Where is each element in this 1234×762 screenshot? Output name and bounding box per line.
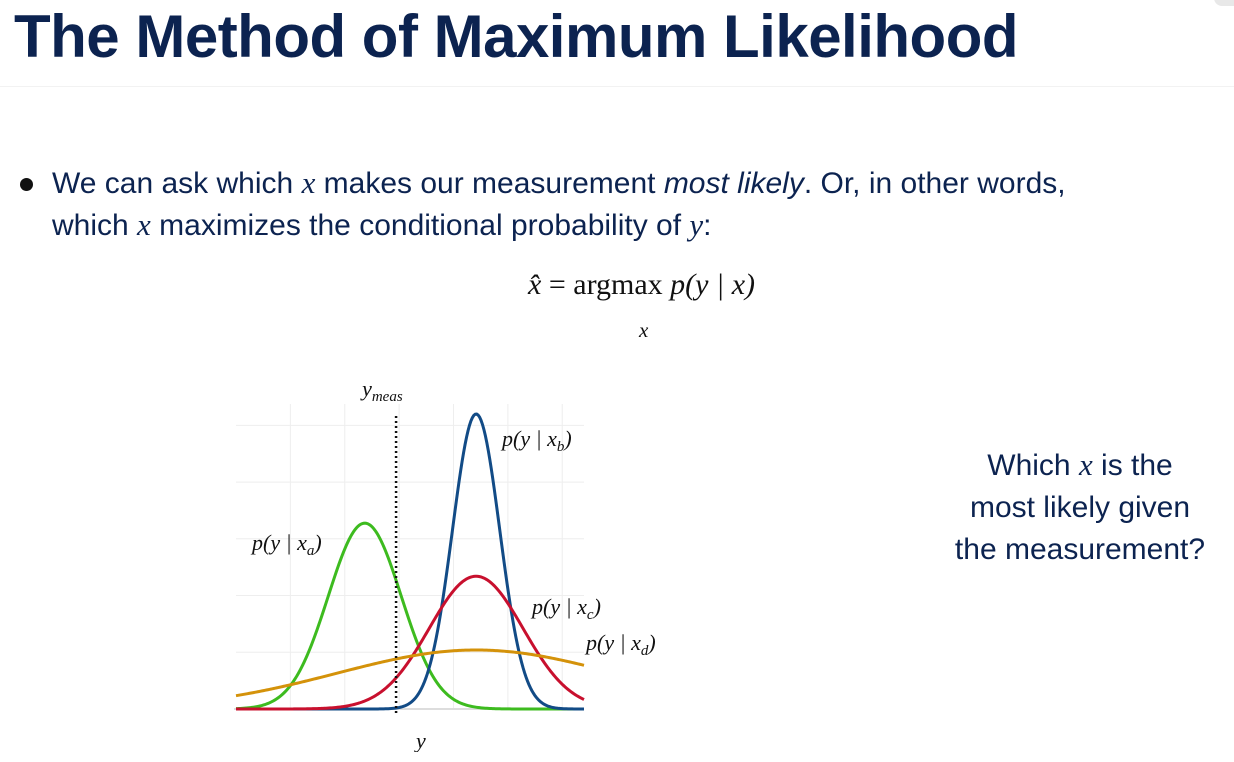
question-text: Which x is the most likely given the mea… xyxy=(930,444,1230,571)
x-axis-label: y xyxy=(414,728,426,752)
equation-operator: argmax xyxy=(573,268,663,301)
curve-label-close: ) xyxy=(592,594,601,619)
curve-label-sub: a xyxy=(307,543,315,559)
likelihood-curves xyxy=(235,412,585,711)
curve-label-main: p(y | x xyxy=(584,630,641,655)
title-divider xyxy=(0,86,1234,87)
bullet-text-segment: We can ask which xyxy=(52,167,302,200)
question-line-2: most likely given xyxy=(969,491,1191,524)
bullet-text-segment: makes our measurement xyxy=(315,167,664,200)
equation-equals: = xyxy=(548,268,566,301)
likelihood-curve-b xyxy=(236,412,584,711)
math-var-x: x xyxy=(1078,447,1093,482)
curve-label-sub: b xyxy=(557,439,565,455)
curve-label-b: p(y | xb) xyxy=(500,426,572,455)
bullet-line-1: We can ask which x makes our measurement… xyxy=(52,162,1227,204)
corner-decoration xyxy=(1214,0,1234,6)
curve-labels: p(y | xa)p(y | xb)p(y | xc)p(y | xd) xyxy=(250,426,656,659)
likelihood-curve-a xyxy=(235,521,584,711)
y-meas-label-sub: meas xyxy=(372,389,403,405)
equation-subscript: x xyxy=(639,318,649,342)
argmax-equation: x̂ = argmax p(y | x) xyxy=(528,268,755,302)
curve-label-d: p(y | xd) xyxy=(584,630,656,659)
slide-title: The Method of Maximum Likelihood xyxy=(14,3,1019,70)
y-meas-label-main: y xyxy=(360,376,372,401)
curve-label-main: p(y | x xyxy=(250,530,307,555)
question-segment: Which xyxy=(987,449,1079,482)
equation-lhs: x̂ xyxy=(528,268,542,301)
curve-label-main: p(y | x xyxy=(500,426,557,451)
curve-label-main: p(y | x xyxy=(530,594,587,619)
curve-label-sub: d xyxy=(641,643,649,659)
bullet-dot xyxy=(20,178,33,191)
curve-label-c: p(y | xc) xyxy=(530,594,601,623)
math-var-x: x xyxy=(137,207,151,242)
question-line-1: Which x is the xyxy=(930,444,1230,487)
curve-label-a: p(y | xa) xyxy=(250,530,322,559)
bullet-text-segment: : xyxy=(703,209,712,242)
likelihood-curve-c xyxy=(236,574,585,711)
curve-label-close: ) xyxy=(312,530,321,555)
math-var-x: x xyxy=(301,165,316,200)
emphasis-text: most likely xyxy=(663,167,804,200)
question-segment: is the xyxy=(1092,449,1173,482)
bullet-text: We can ask which x makes our measurement… xyxy=(52,162,1227,246)
math-var-y: y xyxy=(689,207,704,242)
bullet-text-segment: maximizes the conditional probability of xyxy=(150,209,690,242)
y-meas-label: ymeas xyxy=(360,376,403,405)
curve-label-sub: c xyxy=(587,607,594,623)
equation-rhs: p(y | x) xyxy=(670,268,756,301)
curve-label-close: ) xyxy=(562,426,571,451)
likelihood-plot: ymeas p(y | xa)p(y | xb)p(y | xc)p(y | x… xyxy=(234,376,656,752)
bullet-text-segment: . Or, in other words, xyxy=(803,167,1066,200)
plot-grid xyxy=(236,404,584,709)
question-line-3: the measurement? xyxy=(954,533,1206,566)
likelihood-curve-d xyxy=(235,648,585,698)
bullet-line-2: which x maximizes the conditional probab… xyxy=(52,204,1227,246)
curve-label-close: ) xyxy=(646,630,655,655)
bullet-text-segment: which xyxy=(52,209,138,242)
